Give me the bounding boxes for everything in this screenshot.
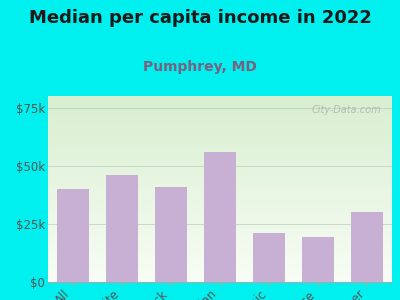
Bar xyxy=(57,189,88,282)
Text: City-Data.com: City-Data.com xyxy=(312,105,382,115)
Text: Pumphrey, MD: Pumphrey, MD xyxy=(143,60,257,74)
Bar xyxy=(106,175,138,282)
Bar xyxy=(352,212,383,282)
Bar xyxy=(253,233,285,282)
Text: Median per capita income in 2022: Median per capita income in 2022 xyxy=(28,9,372,27)
Bar xyxy=(155,187,187,282)
Bar xyxy=(204,152,236,282)
Bar xyxy=(302,237,334,282)
